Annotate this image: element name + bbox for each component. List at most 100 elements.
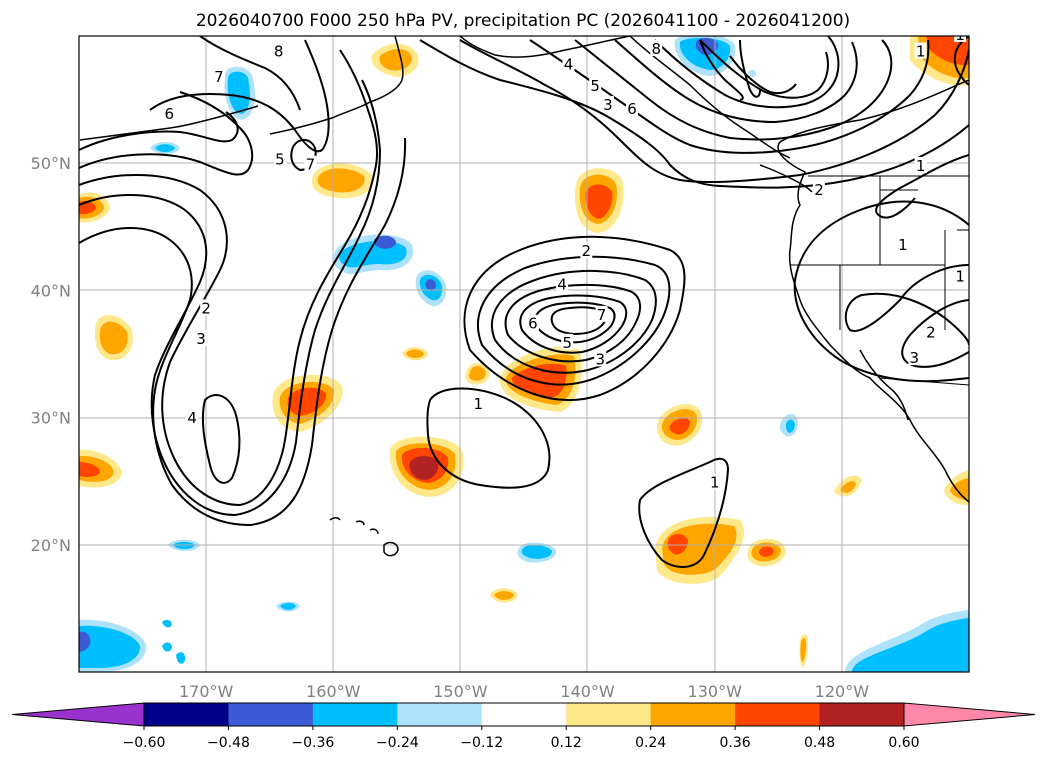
pv-contour-label-bg [954, 267, 967, 284]
pv-contour-gulf-3 [529, 39, 930, 154]
pv-contour-label: 8 [651, 40, 661, 58]
precip-blob-west-1 [94, 315, 133, 361]
pv-contour-label-bg [304, 155, 317, 172]
pv-contour-gulf-8 [729, 55, 797, 95]
pv-contour-gulf-1 [419, 39, 969, 189]
colorbar-outline [143, 702, 905, 727]
pv-contour-label: 6 [164, 105, 174, 123]
precip-blob-north-mid [333, 234, 414, 275]
pv-contour-western-trough-3 [79, 79, 382, 517]
pv-contour-cutoff-6 [534, 301, 616, 344]
pv-contour-ak-east [739, 39, 761, 98]
pv-contour-label: 7 [214, 68, 224, 86]
pv-contour-east-3 [901, 299, 969, 368]
precip-blob-small-blue-3 [517, 542, 557, 563]
alaska-panhandle [629, 36, 791, 159]
pv-contour-label-bg [914, 157, 927, 174]
pv-contour-label-bg [200, 299, 213, 316]
precip-blob-se-corner [845, 610, 969, 672]
pv-contour-label-bg [580, 242, 593, 259]
pv-contour-label: 3 [603, 96, 613, 114]
y-axis: 20°N 30°N 40°N 50°N [31, 154, 71, 555]
x-axis: 170°W 160°W 150°W 140°W 130°W 120°W [179, 682, 869, 701]
pv-contour-label: 2 [582, 242, 592, 260]
pv-contour-label-bg [526, 314, 539, 331]
x-tick-label: 130°W [688, 682, 743, 701]
x-tick-label: 140°W [560, 682, 615, 701]
pv-contour-southeast-1 [638, 457, 730, 568]
pv-contour-northwest-5 [79, 91, 254, 176]
precip-blob-aleutian-west [224, 66, 255, 120]
pv-contour-label: 4 [564, 55, 574, 73]
x-tick-label: 170°W [179, 682, 234, 701]
pv-contour-trough-4-inner [201, 394, 241, 484]
precip-blob-west-2 [79, 449, 122, 488]
precip-blob-east-3 [747, 538, 786, 567]
precip-blob-east-1 [656, 404, 703, 446]
pv-contour-label: 2 [926, 324, 936, 342]
pv-contour-label: 1 [955, 268, 965, 286]
pv-contour-label-bg [896, 235, 909, 252]
pv-contour-label-bg [556, 275, 569, 292]
colorbar-segment [650, 703, 736, 726]
pv-contour-northwest-7 [149, 39, 330, 153]
vancouver-island [759, 164, 813, 193]
precip-blob-small-3 [834, 475, 862, 497]
pv-contour-label: 6 [627, 100, 637, 118]
map-frame [78, 35, 970, 673]
precip-positive-shading [79, 36, 969, 668]
pv-contour-label-bg [163, 104, 176, 121]
colorbar-segment [481, 703, 567, 726]
pv-contour-label-bg [708, 473, 721, 490]
colorbar-segment [819, 703, 905, 726]
pv-contour-label-bg [212, 67, 225, 84]
pv-contour-gulf-7 [699, 39, 829, 99]
precip-blob-hawaii-north [389, 436, 464, 497]
pv-contour-cutoff-5 [519, 294, 628, 354]
precip-blob-alaska [371, 43, 419, 77]
precip-blob-small-blue-4 [276, 601, 300, 612]
precip-blob-small-2 [490, 588, 518, 603]
state-borders [790, 176, 969, 330]
pv-contour-label: 7 [597, 306, 607, 324]
pv-contour-label-bg [595, 305, 608, 322]
colorbar-segment [144, 703, 229, 726]
pv-contour-cutoff-1 [463, 235, 686, 401]
colorbar-tick-label: −0.48 [207, 735, 250, 751]
pv-contour-label-bg [195, 330, 208, 347]
colorbar-segment [228, 703, 314, 726]
grid-lines [79, 36, 969, 672]
precip-blob-small-blue-5 [779, 414, 798, 437]
colorbar-extend-max [903, 702, 1036, 727]
pv-contour-label-bg [908, 349, 921, 366]
pv-contour-label: 5 [590, 77, 600, 95]
pv-contour-label: 7 [306, 156, 316, 174]
colorbar-tick-label: 0.36 [720, 735, 751, 751]
pv-contour-cutoff-4 [504, 283, 642, 363]
pv-contour-label-bg [924, 323, 937, 340]
precip-blob-small-blue-6 [162, 69, 756, 664]
pv-contour-gulf-ring [699, 39, 744, 101]
pv-contour-label-bg [650, 39, 663, 56]
colorbar-tick-label: 0.60 [888, 735, 919, 751]
precip-blob-sw-corner [79, 619, 147, 672]
pv-contour-gulf-5 [614, 39, 858, 124]
colorbar-extend-min [11, 702, 145, 727]
colorbar-segment [397, 703, 483, 726]
precip-negative-shading [79, 36, 969, 672]
pv-contour-label-bg [812, 181, 825, 198]
colorbar-segment [735, 703, 821, 726]
precip-blob-small-center [465, 363, 490, 385]
pv-contour-label: 1 [898, 236, 908, 254]
pv-contour-label-bg [601, 95, 614, 112]
pv-contour-gulf-6 [654, 36, 840, 109]
colorbar-segment [566, 703, 652, 726]
pv-contour-label: 2 [201, 299, 211, 317]
y-tick-label: 40°N [31, 281, 71, 300]
pv-contour-label: 1 [710, 474, 720, 492]
colorbar-segment [312, 703, 398, 726]
x-tick-label: 160°W [306, 682, 361, 701]
pv-contour-label: 4 [557, 275, 567, 293]
pv-contour-east-1a [793, 200, 969, 383]
pv-contour-gulf-2 [459, 39, 969, 184]
